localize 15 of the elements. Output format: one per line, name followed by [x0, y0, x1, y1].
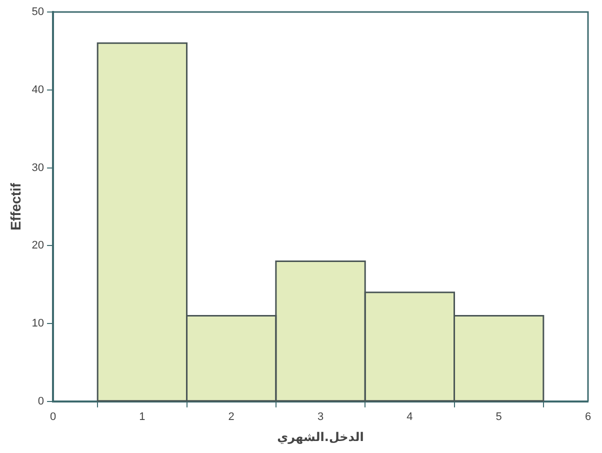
y-tick-label: 0: [38, 395, 44, 408]
x-tick-label: 5: [496, 411, 502, 424]
y-tick-label: 50: [32, 6, 44, 18]
y-axis-title: Effectif: [7, 182, 24, 230]
x-tick-label: 6: [584, 411, 592, 424]
y-tick-label: 10: [32, 318, 44, 330]
x-tick-label: 4: [406, 411, 413, 424]
x-tick-label: 3: [317, 411, 324, 424]
x-axis-title: الدخل.الشهري: [277, 430, 364, 444]
x-tick-label: 0: [50, 411, 56, 424]
x-tick-label: 1: [139, 411, 146, 424]
x-tick-label: 2: [228, 411, 234, 424]
y-tick-label: 30: [32, 162, 44, 174]
y-tick-label: 20: [32, 240, 44, 252]
y-tick-label: 40: [32, 84, 44, 96]
